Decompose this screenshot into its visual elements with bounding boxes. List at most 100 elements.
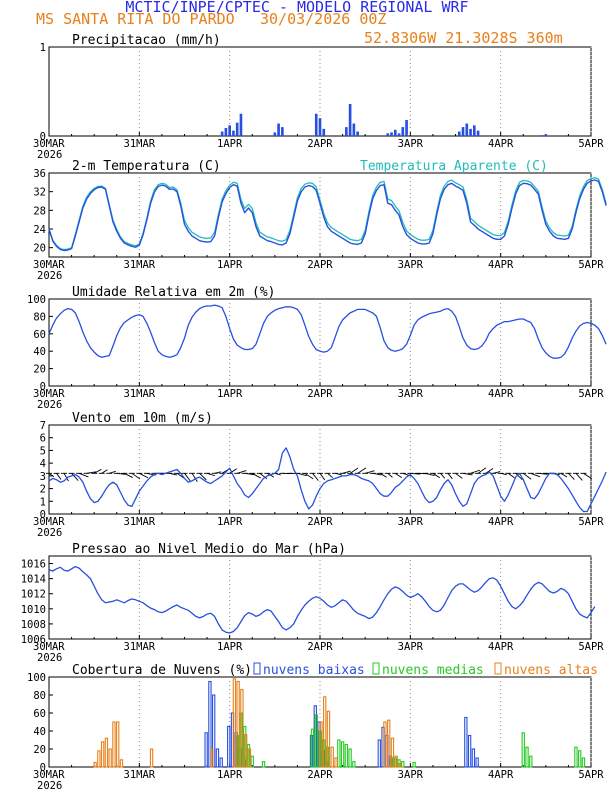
x-tick-label: 31MAR: [124, 138, 156, 150]
panel-title: Umidade Relativa em 2m (%): [72, 285, 276, 300]
year-label: 2026: [37, 149, 62, 161]
y-tick-label: 60: [33, 329, 46, 341]
x-tick-label: 31MAR: [124, 641, 156, 653]
precip-bar: [540, 135, 544, 136]
x-tick-label: 2APR: [307, 388, 333, 400]
y-tick-label: 40: [33, 346, 46, 358]
wind-vector: [530, 472, 541, 478]
plot-frame: [48, 298, 592, 387]
wind-vector: [48, 472, 55, 478]
cloud-bar-nuvens-medias: [310, 728, 315, 768]
y-tick-label: 20: [33, 243, 46, 255]
x-tick-label: 30MAR: [33, 641, 65, 653]
cloud-bar-nuvens-medias: [340, 741, 345, 768]
legend-nuvens-baixas: nuvens baixas: [263, 663, 365, 678]
y-tick-label: 0: [40, 509, 46, 521]
cloud-bar-nuvens-baixas: [467, 734, 472, 768]
precipitation-panel: 30MAR 31MAR 1APR 2APR 3APR 4APR 5APR 2026 0 1 Prec…: [33, 33, 604, 161]
wind-vector: [93, 468, 102, 474]
y-tick-label: 1006: [21, 634, 46, 646]
year-label: 2026: [37, 399, 62, 411]
wind-vector: [349, 467, 359, 474]
y-tick-label: 80: [33, 311, 46, 323]
wind-vector: [124, 472, 133, 478]
y-tick-label: 60: [33, 708, 46, 720]
cloud-bar-nuvens-altas: [326, 710, 331, 768]
y-tick-label: 3: [40, 471, 46, 483]
precip-bar: [393, 129, 397, 136]
x-tick-label: 30MAR: [33, 138, 65, 150]
pressure-panel: 30MAR 31MAR 1APR 2APR 3APR 4APR 5APR 2026 1006 10…: [21, 542, 605, 664]
legend-apparent-temperature: Temperatura Aparente (C): [360, 159, 548, 174]
precip-bar: [465, 123, 469, 136]
wind-panel: 30MAR 31MAR 1APR 2APR 3APR 4APR 5APR 2026 012345…: [33, 411, 607, 539]
y-tick-label: 0: [40, 762, 46, 774]
wind-vector: [327, 472, 333, 478]
x-tick-label: 3APR: [398, 259, 424, 271]
y-tick-label: 5: [40, 445, 46, 457]
panel-title: Pressao ao Nivel Medio do Mar (hPa): [72, 542, 346, 557]
legend-nuvens-medias: nuvens medias: [382, 663, 484, 678]
y-tick-label: 80: [33, 690, 46, 702]
cloud-bar-nuvens-altas: [243, 734, 248, 768]
x-tick-label: 1APR: [217, 388, 243, 400]
wind-vector: [357, 467, 367, 474]
cloud-bar-nuvens-altas: [330, 746, 334, 768]
precip-bar: [390, 132, 393, 136]
panel-title: Vento em 10m (m/s): [72, 411, 213, 426]
precip-bar: [232, 130, 235, 136]
precip-bar: [239, 113, 243, 136]
y-tick-label: 1010: [21, 604, 46, 616]
wind-vector: [379, 472, 387, 478]
x-tick-label: 5APR: [578, 138, 604, 150]
temperature-line: [48, 179, 607, 252]
precip-bar: [235, 122, 239, 136]
apparent-temperature-line: [48, 177, 607, 251]
legend-swatch: [494, 662, 502, 675]
cloud-bar-nuvens-altas: [390, 737, 395, 768]
wind-vector: [568, 473, 575, 480]
x-tick-label: 30MAR: [33, 769, 65, 781]
cloud-bar-nuvens-altas: [97, 750, 101, 768]
x-tick-label: 5APR: [578, 259, 604, 271]
precip-bar: [469, 128, 472, 136]
wind-vector: [139, 472, 149, 479]
x-tick-label: 31MAR: [124, 388, 156, 400]
cloud-bar-nuvens-altas: [334, 757, 338, 768]
x-tick-label: 5APR: [578, 641, 604, 653]
humidity-panel: 30MAR 31MAR 1APR 2APR 3APR 4APR 5APR 2026 0 20 40 6…: [27, 285, 607, 411]
x-tick-label: 1APR: [217, 641, 243, 653]
header-title: MCTIC/INPE/CPTEC - MODELO REGIONAL WRF: [125, 0, 468, 16]
wind-vector: [402, 472, 412, 477]
wind-vector: [455, 472, 463, 479]
y-tick-label: 1016: [21, 559, 46, 571]
cloud-cover-panel: 30MAR 31MAR 1APR 2APR 3APR 4APR 5APR 2026 0 20 40 6…: [27, 662, 604, 792]
x-tick-label: 3APR: [398, 516, 424, 528]
wind-vector: [387, 472, 393, 478]
cloud-bar-nuvens-medias: [348, 748, 352, 768]
precip-bar: [314, 113, 318, 136]
cloud-bar-nuvens-medias: [574, 746, 578, 768]
precip-bar: [352, 123, 356, 136]
wind-vector: [560, 472, 568, 478]
wind-vector: [56, 473, 62, 480]
panel-title: Cobertura de Nuvens (%): [72, 663, 252, 678]
precip-bar: [397, 133, 401, 136]
wind-vector: [304, 472, 314, 480]
cloud-bar-nuvens-altas: [93, 761, 97, 768]
x-tick-label: 4APR: [488, 388, 514, 400]
year-label: 2026: [37, 270, 62, 282]
x-tick-label: 2APR: [307, 138, 333, 150]
cloud-bar-nuvens-baixas: [471, 748, 476, 768]
humidity-line: [48, 304, 607, 359]
precip-bar: [277, 123, 280, 136]
y-tick-label: 20: [33, 744, 46, 756]
y-tick-label: 2: [40, 484, 46, 496]
cloud-bar-nuvens-medias: [412, 761, 416, 768]
x-tick-label: 5APR: [578, 388, 604, 400]
precip-bar: [228, 125, 231, 136]
wind-vector: [477, 467, 487, 474]
wind-vector: [515, 472, 523, 481]
cloud-bar-nuvens-medias: [337, 739, 341, 768]
x-tick-label: 30MAR: [33, 516, 65, 528]
